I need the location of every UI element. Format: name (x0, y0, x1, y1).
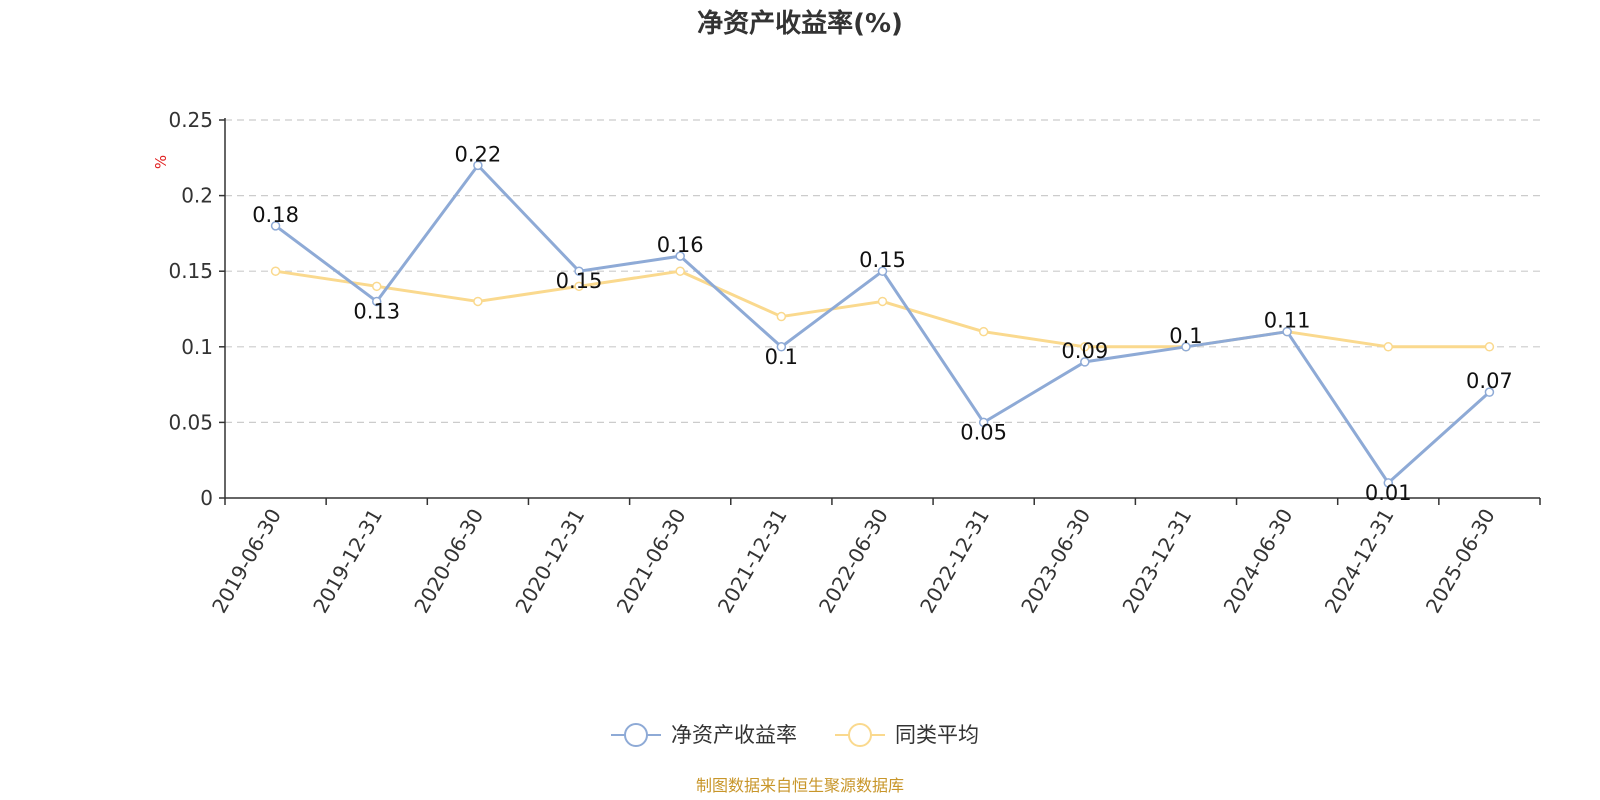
data-label: 0.05 (960, 420, 1007, 444)
y-tick-label: 0.05 (168, 410, 213, 434)
data-point (473, 296, 483, 307)
data-label: 0.1 (765, 345, 798, 369)
data-point (574, 281, 584, 292)
data-point (675, 251, 685, 261)
grid-lines (225, 119, 1540, 423)
data-point (473, 160, 483, 171)
data-labels: 0.18 0.13 0.22 0.15 0.16 0.1 0.15 0.05 0.09 0.1 0.… (252, 142, 1513, 505)
y-tick-label: 0.1 (181, 335, 213, 359)
data-label: 0.16 (657, 233, 704, 257)
data-point (877, 296, 888, 307)
legend-label: 同类平均 (895, 723, 979, 747)
data-point (1080, 342, 1090, 352)
x-tick-label: 2021-12-31 (713, 505, 792, 618)
y-tick-label: 0.2 (181, 184, 213, 208)
x-tick-label: 2025-06-30 (1421, 505, 1500, 618)
chart-title: 净资产收益率(%) (697, 8, 903, 39)
y-tick-label: 0 (200, 486, 213, 510)
data-point (1383, 478, 1394, 488)
data-point (371, 296, 382, 307)
x-tick-label: 2024-12-31 (1320, 505, 1399, 618)
data-point (1484, 387, 1495, 397)
x-tick-label: 2019-06-30 (207, 505, 286, 618)
data-label: 0.15 (556, 269, 603, 293)
data-point (776, 311, 787, 322)
data-point (675, 266, 685, 276)
x-tick-label: 2023-06-30 (1016, 505, 1095, 618)
data-label: 0.07 (1466, 369, 1513, 393)
data-label: 0.22 (455, 142, 502, 166)
x-tick-label: 2019-12-31 (308, 505, 387, 618)
data-label: 0.11 (1264, 309, 1311, 333)
data-point (1383, 342, 1394, 352)
data-point (1181, 342, 1191, 352)
data-label: 0.01 (1365, 481, 1412, 505)
legend-item[interactable]: 同类平均 (835, 723, 979, 747)
legend-label: 净资产收益率 (671, 723, 797, 747)
data-point (371, 281, 382, 292)
data-point (1282, 326, 1292, 337)
x-tick-label: 2022-06-30 (814, 505, 893, 618)
data-label: 0.13 (353, 299, 400, 323)
data-label: 0.18 (252, 203, 299, 227)
x-tick-label: 2024-06-30 (1219, 505, 1298, 618)
data-point (270, 221, 281, 231)
x-tick-label: 2021-06-30 (612, 505, 691, 618)
y-tick-label: 0.25 (168, 108, 213, 132)
y-axis-unit: % (152, 155, 170, 169)
x-tick-label: 2020-06-30 (409, 505, 488, 618)
data-point (1484, 342, 1495, 352)
data-point (978, 326, 989, 337)
data-point (574, 266, 584, 276)
source-note: 制图数据来自恒生聚源数据库 (696, 776, 904, 795)
y-tick-label: 0.15 (168, 259, 213, 283)
data-label: 0.09 (1061, 339, 1108, 363)
legend-marker (624, 723, 648, 747)
x-tick-label: 2022-12-31 (915, 504, 994, 617)
x-tick-label: 2020-12-31 (510, 505, 589, 618)
x-tick-label: 2023-12-31 (1117, 505, 1196, 618)
data-label: 0.15 (859, 248, 906, 272)
data-point (877, 266, 888, 276)
data-point (978, 417, 989, 428)
data-label: 0.1 (1169, 324, 1202, 348)
legend[interactable]: 净资产收益率 同类平均 (611, 723, 979, 747)
axes: 0 0.05 0.1 0.15 0.2 0.25 2019-06-30 2019-12-31 2… (168, 108, 1541, 618)
data-point (776, 342, 787, 352)
data-point (270, 266, 281, 276)
data-point (1080, 357, 1090, 367)
series-lines (270, 160, 1495, 488)
legend-marker (848, 723, 872, 747)
legend-item[interactable]: 净资产收益率 (611, 723, 797, 747)
